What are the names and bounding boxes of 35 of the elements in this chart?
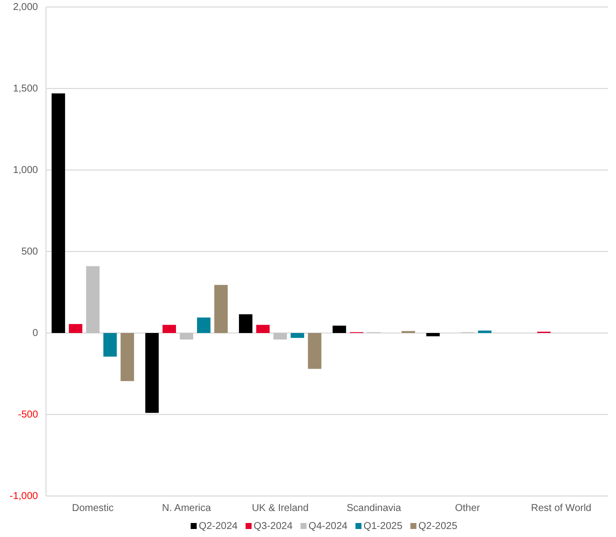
bar	[162, 324, 176, 333]
legend-label: Q2-2024	[198, 521, 238, 532]
legend-label: Q1-2025	[363, 521, 403, 532]
legend-label: Q3-2024	[254, 521, 293, 532]
y-tick-label: 0	[32, 328, 38, 340]
bar	[103, 333, 117, 357]
bar	[86, 266, 100, 333]
bar	[238, 314, 252, 333]
y-tick-label: 2,000	[12, 2, 38, 14]
bar	[308, 333, 322, 369]
legend-label: Q2-2025	[418, 521, 458, 532]
y-tick-label: 1,500	[12, 84, 38, 95]
bar	[332, 326, 346, 333]
bar	[52, 93, 66, 333]
bar	[180, 333, 194, 340]
x-tick-label: N. America	[162, 503, 212, 514]
bar	[120, 333, 134, 382]
y-tick-label: -1,000	[10, 491, 38, 502]
legend-label: Q4-2024	[308, 521, 348, 532]
bar	[256, 324, 270, 333]
bar	[68, 324, 82, 333]
bar	[426, 333, 440, 336]
bar	[214, 284, 228, 333]
x-tick-label: Other	[454, 503, 481, 514]
bar	[197, 318, 210, 333]
x-tick-label: UK & Ireland	[252, 503, 309, 514]
y-tick-label: 1,000	[12, 165, 38, 176]
bar	[273, 333, 287, 340]
y-tick-label: 500	[21, 246, 38, 258]
y-tick-label: -500	[18, 410, 38, 421]
bar	[290, 333, 304, 338]
x-tick-label: Domestic	[72, 503, 114, 514]
x-tick-label: Scandinavia	[346, 503, 402, 514]
bar	[145, 333, 159, 413]
x-tick-label: Rest of World	[530, 503, 592, 514]
